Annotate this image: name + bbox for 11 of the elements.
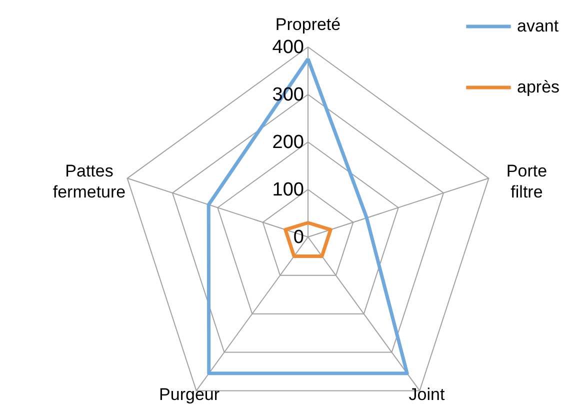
spoke-label: Joint — [408, 384, 445, 404]
spoke-label: Porte filtre — [506, 161, 548, 202]
spoke-label: Purgeur — [159, 384, 220, 404]
y-tick-label: 400 — [272, 37, 304, 58]
legend-label: après — [517, 78, 560, 96]
y-tick-label: 0 — [293, 227, 304, 248]
y-tick-label: 200 — [272, 132, 304, 153]
spoke-label: Propreté — [275, 15, 341, 34]
legend-label: avant — [517, 16, 559, 36]
spoke-label: Pattes fermeture — [52, 161, 126, 202]
y-tick-label: 100 — [272, 180, 304, 200]
